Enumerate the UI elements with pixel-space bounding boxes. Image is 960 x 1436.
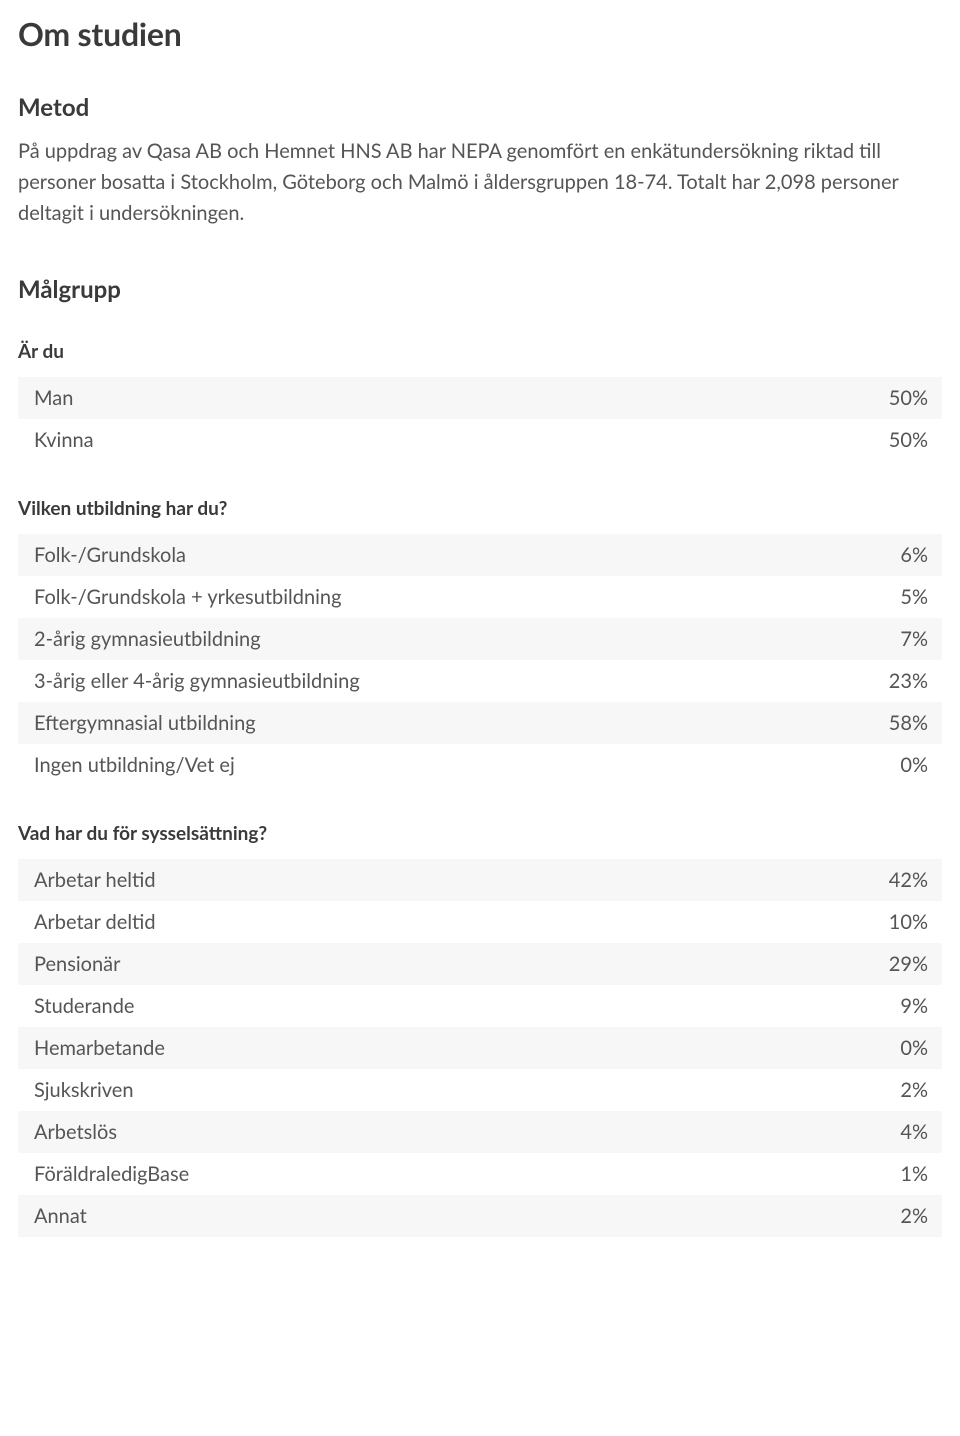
row-value: 2% <box>900 1204 928 1228</box>
row-value: 2% <box>900 1078 928 1102</box>
table-row: Folk-/Grundskola 6% <box>18 534 942 576</box>
table-row: Studerande 9% <box>18 985 942 1027</box>
row-label: Folk-/Grundskola <box>34 543 186 567</box>
row-label: Arbetslös <box>34 1120 117 1144</box>
row-value: 4% <box>900 1120 928 1144</box>
row-value: 5% <box>900 585 928 609</box>
table-row: Pensionär 29% <box>18 943 942 985</box>
row-label: Annat <box>34 1204 87 1228</box>
table-heading-utbildning: Vilken utbildning har du? <box>18 497 942 520</box>
page-title: Om studien <box>18 14 942 53</box>
row-value: 1% <box>900 1162 928 1186</box>
row-label: 2-årig gymnasieutbildning <box>34 627 261 651</box>
table-row: Arbetar heltid 42% <box>18 859 942 901</box>
row-label: FöräldraledigBase <box>34 1162 189 1186</box>
row-label: Man <box>34 386 73 410</box>
table-row: Hemarbetande 0% <box>18 1027 942 1069</box>
row-label: Ingen utbildning/Vet ej <box>34 753 235 777</box>
table-row: 2-årig gymnasieutbildning 7% <box>18 618 942 660</box>
table-heading-sysselsattning: Vad har du för sysselsättning? <box>18 822 942 845</box>
row-value: 6% <box>900 543 928 567</box>
table-row: Man 50% <box>18 377 942 419</box>
row-value: 42% <box>889 868 928 892</box>
table-row: Ingen utbildning/Vet ej 0% <box>18 744 942 786</box>
table-heading-ar-du: Är du <box>18 340 942 363</box>
row-label: 3-årig eller 4-årig gymnasieutbildning <box>34 669 360 693</box>
row-value: 7% <box>900 627 928 651</box>
table-row: Kvinna 50% <box>18 419 942 461</box>
row-value: 50% <box>889 386 928 410</box>
table-ar-du: Man 50% Kvinna 50% <box>18 377 942 461</box>
row-value: 23% <box>889 669 928 693</box>
row-value: 0% <box>900 753 928 777</box>
row-value: 10% <box>889 910 928 934</box>
row-label: Hemarbetande <box>34 1036 165 1060</box>
table-row: Arbetar deltid 10% <box>18 901 942 943</box>
row-label: Eftergymnasial utbildning <box>34 711 256 735</box>
row-label: Folk-/Grundskola + yrkesutbildning <box>34 585 341 609</box>
malgrupp-heading: Målgrupp <box>18 275 942 304</box>
section-metod: Metod På uppdrag av Qasa AB och Hemnet H… <box>18 93 942 229</box>
table-row: Sjukskriven 2% <box>18 1069 942 1111</box>
row-value: 58% <box>889 711 928 735</box>
table-row: FöräldraledigBase 1% <box>18 1153 942 1195</box>
row-label: Arbetar deltid <box>34 910 156 934</box>
section-malgrupp: Målgrupp Är du Man 50% Kvinna 50% Vilken… <box>18 275 942 1237</box>
table-row: Eftergymnasial utbildning 58% <box>18 702 942 744</box>
table-row: Arbetslös 4% <box>18 1111 942 1153</box>
table-utbildning: Folk-/Grundskola 6% Folk-/Grundskola + y… <box>18 534 942 786</box>
metod-body: På uppdrag av Qasa AB och Hemnet HNS AB … <box>18 136 942 229</box>
table-row: Folk-/Grundskola + yrkesutbildning 5% <box>18 576 942 618</box>
row-value: 0% <box>900 1036 928 1060</box>
row-label: Pensionär <box>34 952 120 976</box>
row-value: 29% <box>889 952 928 976</box>
row-label: Sjukskriven <box>34 1078 134 1102</box>
table-sysselsattning: Arbetar heltid 42% Arbetar deltid 10% Pe… <box>18 859 942 1237</box>
table-row: 3-årig eller 4-årig gymnasieutbildning 2… <box>18 660 942 702</box>
row-label: Kvinna <box>34 428 94 452</box>
metod-heading: Metod <box>18 93 942 122</box>
row-label: Arbetar heltid <box>34 868 156 892</box>
table-row: Annat 2% <box>18 1195 942 1237</box>
row-value: 9% <box>900 994 928 1018</box>
row-label: Studerande <box>34 994 134 1018</box>
row-value: 50% <box>889 428 928 452</box>
